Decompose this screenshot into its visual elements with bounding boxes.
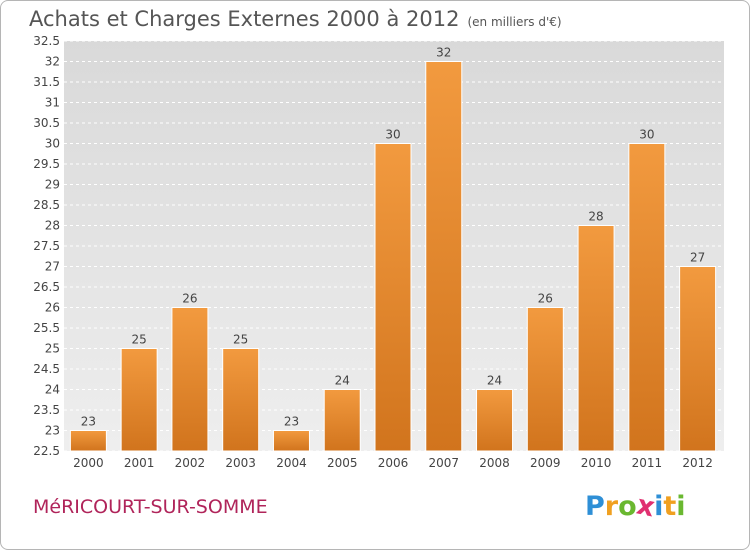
logo-letter: i (676, 491, 686, 522)
bar-2007[interactable] (425, 61, 463, 452)
proxiti-logo[interactable]: Proxiti (585, 490, 686, 524)
y-tick-label: 27.5 (33, 239, 60, 253)
x-tick-label: 2004 (276, 456, 307, 470)
bar-2009[interactable] (526, 307, 564, 452)
x-axis-ticks: 2000 2001 2002 2003 2004 2005 2006 2007 2008 2009… (73, 456, 713, 470)
y-tick-label: 28 (45, 219, 60, 233)
y-tick-label: 26.5 (33, 280, 60, 294)
y-tick-label: 30 (45, 137, 60, 151)
chart-unit: (en milliers d'€) (467, 15, 562, 29)
data-label-2012: 27 (690, 251, 705, 265)
bar-2006[interactable] (374, 143, 412, 452)
y-tick-label: 25 (45, 342, 60, 356)
chart-title: Achats et Charges Externes 2000 à 2012 (e… (29, 7, 562, 31)
x-tick-label: 2007 (428, 456, 459, 470)
x-tick-label: 2003 (225, 456, 256, 470)
chart-title-text: Achats et Charges Externes 2000 à 2012 (29, 7, 460, 31)
x-tick-label: 2001 (124, 456, 155, 470)
commune-name: MéRICOURT-SUR-SOMME (33, 496, 268, 518)
y-tick-label: 25.5 (33, 321, 60, 335)
logo-letter: r (604, 491, 619, 522)
logo-letter: t (663, 491, 677, 522)
data-label-2010: 28 (588, 210, 603, 224)
x-tick-label: 2010 (581, 456, 612, 470)
x-tick-label: 2000 (73, 456, 104, 470)
x-tick-label: 2008 (479, 456, 510, 470)
y-tick-label: 29.5 (33, 157, 60, 171)
bar-2012[interactable] (679, 266, 717, 452)
data-label-2004: 23 (284, 415, 299, 429)
logo-letter: P (585, 491, 605, 522)
y-tick-label: 23.5 (33, 403, 60, 417)
y-tick-label: 32 (45, 55, 60, 69)
bar-2000[interactable] (69, 430, 107, 452)
x-tick-label: 2006 (378, 456, 409, 470)
bar-2008[interactable] (476, 389, 514, 452)
y-tick-label: 32.5 (33, 34, 60, 48)
x-tick-label: 2005 (327, 456, 358, 470)
data-label-2006: 30 (385, 128, 400, 142)
x-tick-label: 2011 (632, 456, 663, 470)
data-label-2003: 25 (233, 333, 248, 347)
y-tick-label: 31 (45, 96, 60, 110)
data-label-2007: 32 (436, 46, 451, 60)
data-label-2000: 23 (81, 415, 96, 429)
bar-2001[interactable] (120, 348, 158, 452)
data-label-2009: 26 (538, 292, 553, 306)
bar-2005[interactable] (323, 389, 361, 452)
bar-2003[interactable] (222, 348, 260, 452)
y-tick-label: 31.5 (33, 75, 60, 89)
y-tick-label: 23 (45, 424, 60, 438)
y-tick-label: 22.5 (33, 444, 60, 458)
data-label-2002: 26 (182, 292, 197, 306)
y-tick-label: 24 (45, 383, 60, 397)
y-tick-label: 26 (45, 301, 60, 315)
bar-2004[interactable] (272, 430, 310, 452)
y-tick-label: 30.5 (33, 116, 60, 130)
bar-2010[interactable] (577, 225, 615, 452)
y-tick-label: 28.5 (33, 198, 60, 212)
data-label-2005: 24 (335, 374, 350, 388)
y-tick-label: 29 (45, 178, 60, 192)
data-label-2001: 25 (132, 333, 147, 347)
logo-letter: i (654, 491, 664, 522)
x-tick-label: 2009 (530, 456, 561, 470)
data-label-2011: 30 (639, 128, 654, 142)
x-tick-label: 2012 (682, 456, 713, 470)
y-axis-ticks: 22.5 23 23.5 24 24.5 25 25.5 26 26.5 27 27.5 28 28.5… (33, 34, 60, 458)
x-tick-label: 2002 (175, 456, 206, 470)
y-tick-label: 27 (45, 260, 60, 274)
y-tick-label: 24.5 (33, 362, 60, 376)
bar-2011[interactable] (628, 143, 666, 452)
data-label-2008: 24 (487, 374, 502, 388)
bar-2002[interactable] (171, 307, 209, 452)
logo-letter: o (618, 491, 637, 522)
bars-group: 23 25 26 25 23 24 30 32 24 26 28 30 27 (69, 46, 717, 452)
